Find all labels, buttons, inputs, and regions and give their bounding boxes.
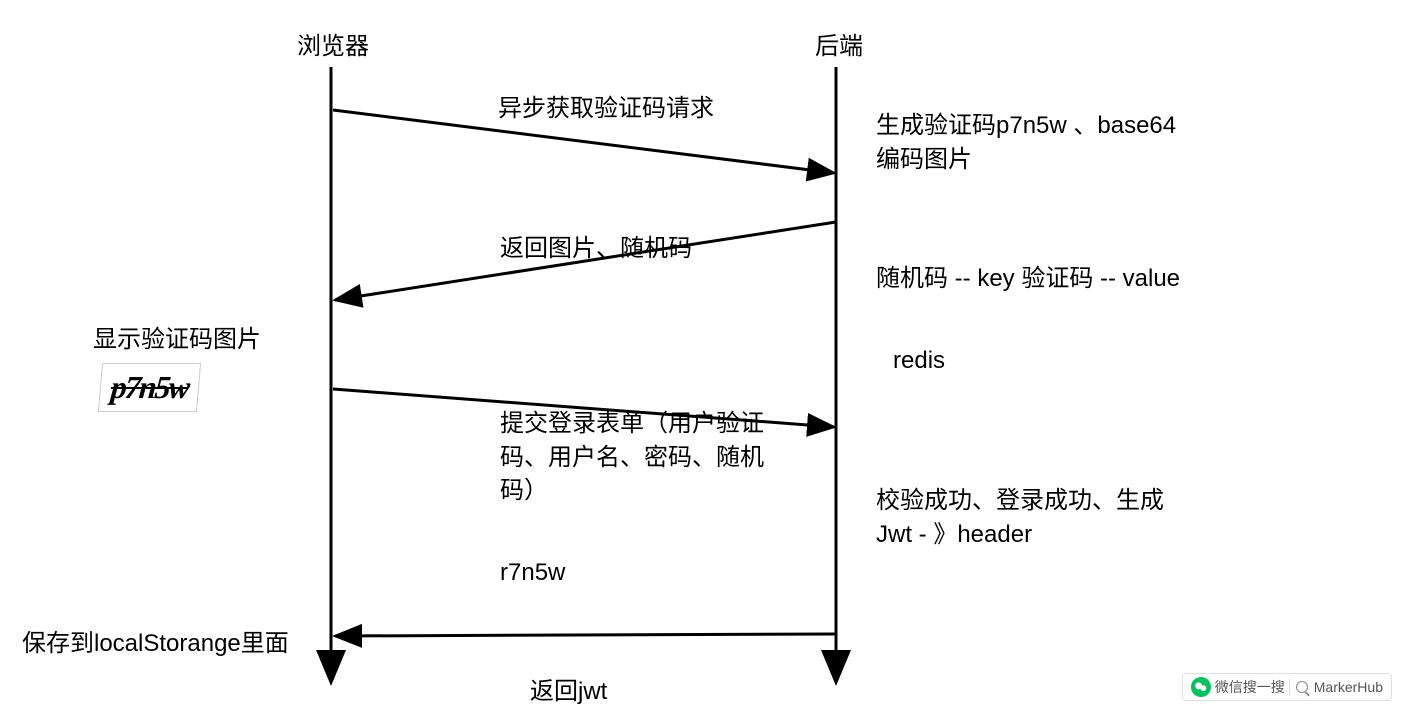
note-redis: redis [893, 344, 945, 378]
watermark-search-text: MarkerHub [1314, 679, 1383, 695]
note-localstorage: 保存到localStorange里面 [22, 627, 302, 661]
msg-2-label: 返回图片、随机码 [500, 232, 692, 266]
msg-1-label: 异步获取验证码请求 [498, 92, 714, 126]
watermark-wechat-text: 微信搜一搜 [1215, 677, 1285, 697]
note-generate-captcha: 生成验证码p7n5w 、base64编码图片 [876, 109, 1196, 176]
msg-4-label: 返回jwt [530, 675, 607, 709]
search-icon [1296, 681, 1308, 693]
note-input-code: r7n5w [500, 556, 565, 590]
msg-3-label: 提交登录表单（用户验证码、用户名、密码、随机码） [500, 407, 780, 508]
wechat-icon [1191, 677, 1211, 697]
captcha-image: p7n5w [98, 363, 201, 412]
watermark: 微信搜一搜 MarkerHub [1182, 673, 1392, 701]
note-jwt-header: 校验成功、登录成功、生成Jwt - 》header [876, 484, 1176, 551]
note-show-captcha: 显示验证码图片 [93, 323, 261, 357]
note-key-value: 随机码 -- key 验证码 -- value [876, 262, 1180, 296]
